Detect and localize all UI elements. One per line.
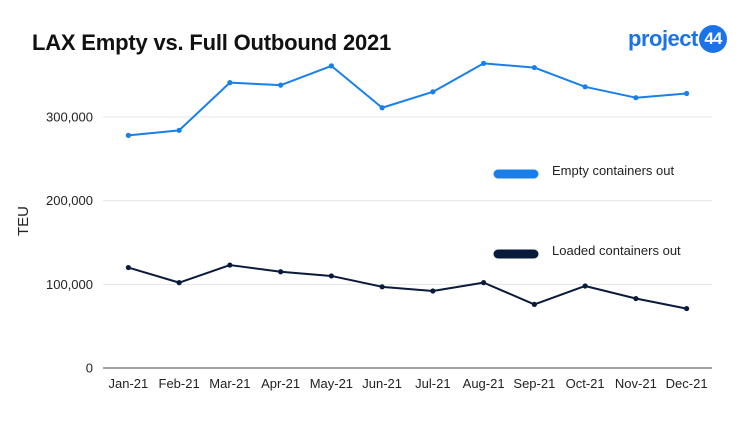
- series-lines: [125, 60, 690, 312]
- data-point: [430, 288, 436, 294]
- data-point: [481, 60, 487, 66]
- x-tick-label: Mar-21: [209, 376, 250, 391]
- data-point: [684, 90, 690, 97]
- chart-title: LAX Empty vs. Full Outbound 2021: [32, 30, 392, 55]
- x-tick-label: May-21: [310, 376, 353, 391]
- x-axis-ticks: Jan-21 Feb-21 Mar-21 Apr-21 May-21 Jun-21 Jul-…: [109, 376, 708, 391]
- x-tick-label: Aug-21: [463, 376, 505, 391]
- legend-item: Empty containers out: [493, 163, 675, 179]
- data-point: [430, 89, 436, 95]
- data-point: [125, 132, 131, 138]
- data-point: [633, 95, 639, 101]
- logo-badge: 44: [698, 25, 727, 53]
- legend: Empty containers out Loaded containers ou…: [493, 163, 681, 259]
- data-point: [481, 280, 487, 286]
- x-tick-label: Feb-21: [159, 376, 200, 391]
- y-tick-label: 100,000: [46, 277, 93, 292]
- x-tick-label: Nov-21: [615, 376, 657, 391]
- data-point: [227, 80, 233, 86]
- legend-label: Loaded containers out: [552, 243, 681, 258]
- data-point: [531, 301, 537, 307]
- data-point: [176, 127, 182, 133]
- logo-text: project: [628, 26, 698, 51]
- data-point: [684, 305, 690, 312]
- legend-label: Empty containers out: [552, 163, 675, 178]
- series-line: [128, 264, 687, 310]
- data-point: [328, 273, 334, 279]
- y-tick-label: 300,000: [46, 109, 93, 124]
- data-point: [328, 63, 334, 69]
- x-tick-label: Sep-21: [513, 376, 555, 391]
- data-point: [278, 269, 284, 275]
- data-point: [582, 283, 588, 289]
- data-point: [278, 82, 284, 88]
- x-tick-label: Jul-21: [415, 376, 450, 391]
- series-line: [128, 62, 687, 137]
- data-point: [582, 84, 588, 90]
- data-point: [531, 64, 537, 71]
- data-point: [633, 295, 639, 302]
- x-tick-label: Oct-21: [566, 376, 605, 391]
- data-point: [125, 264, 131, 271]
- y-axis-ticks: 0 100,000 200,000 300,000: [46, 109, 93, 375]
- data-point: [227, 262, 233, 268]
- series-empty: [125, 60, 690, 138]
- y-axis-label: TEU: [15, 206, 32, 236]
- x-tick-label: Jan-21: [109, 376, 149, 391]
- data-point: [379, 105, 385, 111]
- gridlines: [103, 116, 712, 369]
- y-tick-label: 0: [86, 361, 93, 376]
- legend-item: Loaded containers out: [493, 243, 681, 259]
- series-loaded: [125, 262, 690, 312]
- x-tick-label: Jun-21: [362, 376, 402, 391]
- data-point: [176, 280, 182, 286]
- project44-logo: project 44: [628, 24, 727, 54]
- x-tick-label: Dec-21: [666, 376, 708, 391]
- x-tick-label: Apr-21: [261, 376, 300, 391]
- y-tick-label: 200,000: [46, 193, 93, 208]
- data-point: [379, 284, 385, 290]
